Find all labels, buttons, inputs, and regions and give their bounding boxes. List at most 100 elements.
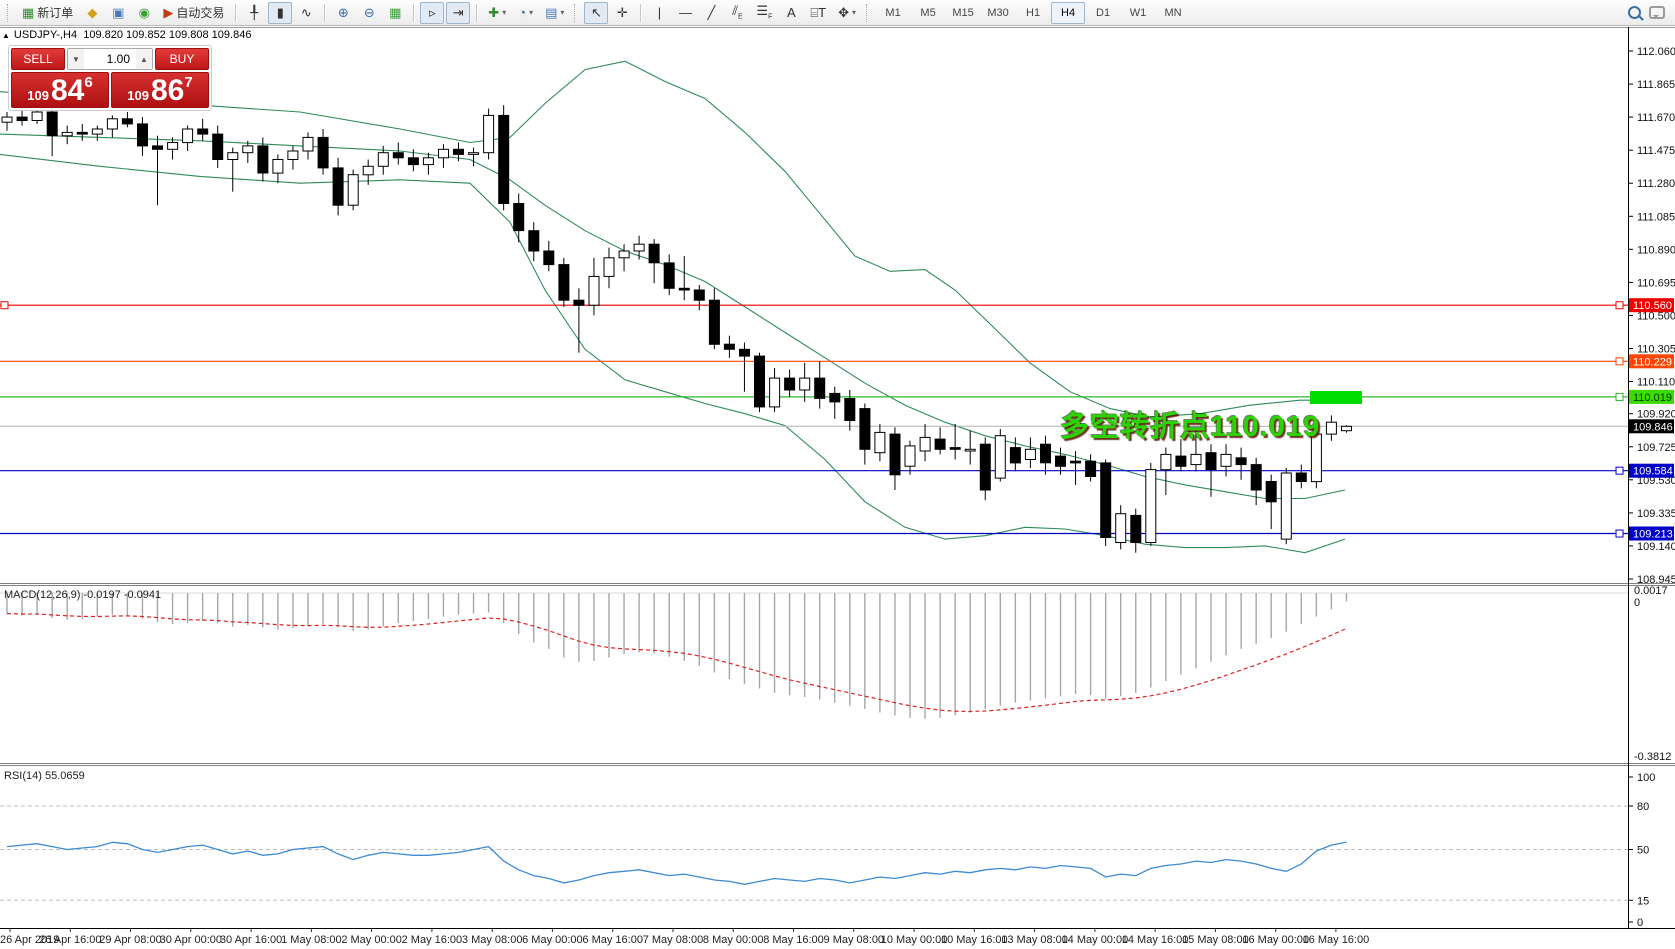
bars-chart-button[interactable]: ╀ (242, 2, 266, 24)
chart-title: ▲ USDJPY-,H4 109.820 109.852 109.808 109.… (2, 29, 251, 41)
sell-price-button[interactable]: 109 84 6 (11, 72, 109, 108)
hline-handle[interactable] (1615, 529, 1624, 538)
zoom-out-button[interactable]: ⊖ (357, 2, 381, 24)
candle-body-bear (1235, 457, 1247, 466)
candle-body-bull (769, 377, 781, 408)
new-order-icon: ▦ (22, 5, 35, 20)
candle-body-bear (979, 443, 991, 491)
templates-button[interactable]: ▤ ▾ (545, 5, 565, 20)
horizontal-line-button[interactable]: — (673, 2, 697, 24)
price-tick-label: 111.085 (1637, 211, 1675, 223)
candle-body-bear (1175, 455, 1187, 467)
hline-handle[interactable] (0, 301, 9, 310)
candle-body-bull (1024, 448, 1036, 460)
volume-up-button[interactable]: ▲ (136, 49, 152, 69)
zoom-in-icon: ⊕ (337, 5, 349, 20)
time-tick-label: 10 May 16:00 (941, 934, 1008, 946)
price-marker-bg (1629, 298, 1674, 313)
channel-button[interactable]: ⫽E (725, 2, 749, 24)
toolbar-grip[interactable] (574, 3, 579, 22)
autotrade-button[interactable]: ▶ 自动交易 (158, 2, 229, 24)
collapse-indicators-icon[interactable]: ▲ (2, 31, 10, 40)
label-button[interactable]: ⌸T (805, 2, 831, 24)
price-tick-label: 108.945 (1637, 574, 1675, 586)
candle-body-bear (1295, 472, 1307, 482)
candle-body-bear (949, 447, 961, 450)
chat-icon[interactable] (1649, 6, 1665, 19)
indicators-button[interactable]: ✚ ▾ (488, 5, 507, 20)
macd-scale-label: 0.0017 (1634, 585, 1668, 597)
zoom-in-button[interactable]: ⊕ (331, 2, 355, 24)
trendline-button[interactable]: ╱ (699, 2, 723, 24)
highlight-rectangle[interactable] (1310, 391, 1362, 404)
vertical-line-button[interactable]: | (647, 2, 671, 24)
sell-button[interactable]: SELL (11, 48, 65, 70)
tab-timeframe-MN[interactable]: MN (1164, 6, 1182, 19)
tab-timeframe-M15[interactable]: M15 (952, 6, 974, 19)
crosshair-button[interactable]: ✛ (610, 2, 634, 24)
price-tick-label: 110.890 (1637, 244, 1675, 256)
tab-timeframe-W1[interactable]: W1 (1129, 6, 1147, 19)
candle-body-bear (212, 133, 224, 161)
ea-signal-icon: ◉ (138, 5, 150, 20)
hline-handle[interactable] (1615, 301, 1624, 310)
rsi-scale-label: 80 (1637, 801, 1649, 813)
new-order-label: 新订单 (37, 6, 74, 20)
market-watch-button[interactable]: ▣ (106, 2, 130, 24)
candle-body-bull (182, 128, 194, 144)
shapes-button[interactable]: ✥ ▾ (838, 5, 857, 20)
time-tick-label: 26 Apr 16:00 (39, 934, 101, 946)
hline-handle[interactable] (1615, 357, 1624, 366)
text-button[interactable]: A (779, 2, 803, 24)
rsi-label: RSI(14) 55.0659 (4, 770, 85, 782)
periods-button[interactable]: ◔ ▾ (518, 5, 534, 20)
tab-timeframe-M30[interactable]: M30 (987, 6, 1009, 19)
candle-body-bear (648, 243, 660, 264)
candle-body-bear (528, 230, 540, 252)
cursor-button[interactable]: ↖ (584, 1, 609, 24)
tab-timeframe-H1[interactable]: H1 (1026, 6, 1041, 19)
new-order-button[interactable]: ▦ 新订单 (17, 2, 78, 24)
tab-timeframe-M5[interactable]: M5 (920, 6, 936, 19)
fibonacci-button[interactable]: ☰F (751, 2, 777, 24)
price-marker-label: 110.560 (1633, 300, 1672, 312)
chart-shift-button[interactable]: ⇥ (446, 1, 471, 24)
candle-body-bear (137, 123, 148, 147)
chart-background[interactable] (0, 27, 1675, 949)
price-marker-bg (1629, 463, 1674, 478)
chart-title-ohlc: 109.820 109.852 109.808 109.846 (83, 29, 252, 41)
time-tick-label: 2 May 16:00 (402, 934, 463, 946)
vertical-line-icon: | (657, 5, 662, 20)
hline-handle[interactable] (1615, 392, 1624, 401)
price-marker-bg (1629, 354, 1674, 369)
candle-body-bull (242, 145, 254, 154)
buy-price-button[interactable]: 109 86 7 (111, 72, 209, 108)
candle-body-bull (31, 111, 43, 121)
channel-icon: ⫽E (732, 3, 743, 21)
search-icon[interactable] (1628, 6, 1641, 19)
chart-shift-icon: ⇥ (452, 5, 464, 20)
tab-timeframe-H4[interactable]: H4 (1051, 1, 1086, 24)
annotation-text[interactable]: 多空转折点110.019 (1060, 411, 1321, 443)
candlestick-chart-button[interactable]: ▮ (268, 1, 293, 24)
toolbar-grip[interactable] (7, 3, 12, 22)
buy-button[interactable]: BUY (155, 48, 209, 70)
new-chart-button[interactable]: ◆ (80, 2, 104, 24)
candle-body-bear (573, 299, 585, 306)
ea-signal-button[interactable]: ◉ (132, 2, 156, 24)
volume-down-button[interactable]: ▼ (68, 49, 84, 69)
candle-body-bear (1100, 462, 1112, 538)
volume-value[interactable]: 1.00 (106, 52, 130, 66)
price-tick-label: 111.865 (1637, 79, 1675, 91)
hline-handle[interactable] (1615, 466, 1624, 475)
line-chart-button[interactable]: ∿ (294, 2, 318, 24)
crosshair-icon: ✛ (616, 5, 628, 20)
toolbar-separator (235, 3, 237, 22)
tab-timeframe-M1[interactable]: M1 (885, 6, 901, 19)
tile-windows-button[interactable]: ▦ (383, 2, 407, 24)
price-tick-label: 110.305 (1637, 344, 1675, 356)
price-marker-bg (1629, 389, 1674, 404)
candle-body-bull (468, 152, 480, 155)
auto-scroll-button[interactable]: ▹ (420, 1, 445, 24)
tab-timeframe-D1[interactable]: D1 (1096, 6, 1111, 19)
